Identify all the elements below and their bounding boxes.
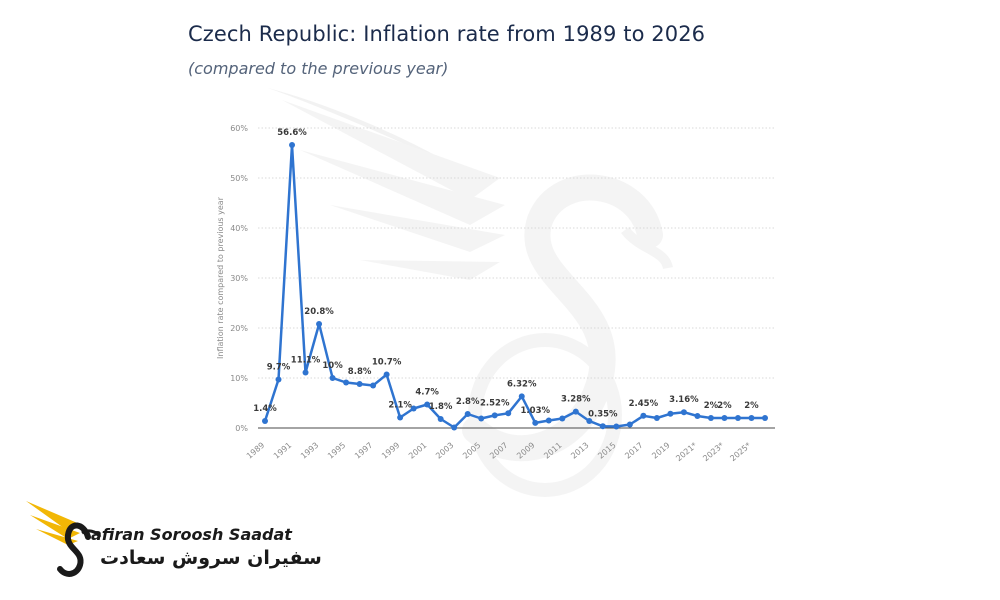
- data-label: 8.8%: [348, 367, 372, 377]
- data-point: [275, 376, 282, 383]
- x-tick-label: 2017: [623, 441, 644, 461]
- data-label: 10%: [322, 361, 343, 371]
- data-label: 2%: [717, 401, 732, 411]
- x-tick-label: 1995: [326, 441, 347, 461]
- data-label: 2.52%: [480, 398, 510, 408]
- data-point: [370, 382, 377, 389]
- data-label: 9.7%: [267, 363, 291, 373]
- data-point: [667, 410, 674, 417]
- data-point: [707, 415, 714, 421]
- x-axis: 1989 1991 1993 1995 1997 1999 2001 2003 2005 2007…: [245, 441, 753, 464]
- data-point: [762, 415, 768, 421]
- data-label: 3.16%: [669, 395, 699, 405]
- data-point: [694, 413, 701, 419]
- data-point: [478, 415, 485, 422]
- data-point: [329, 375, 336, 381]
- data-point: [613, 423, 620, 430]
- x-tick-label: 2003: [434, 441, 455, 461]
- x-tick-label: 2001: [407, 441, 428, 461]
- data-point: [302, 369, 309, 376]
- swan-watermark-icon: [268, 88, 673, 497]
- data-point: [424, 401, 431, 408]
- x-tick-label: 1989: [245, 441, 266, 461]
- data-label: 56.6%: [277, 128, 307, 138]
- data-label: 20.8%: [304, 307, 334, 317]
- data-point: [289, 142, 296, 148]
- data-label: 4.7%: [415, 388, 439, 398]
- y-tick-label: 40%: [230, 224, 248, 233]
- data-point: [262, 418, 268, 424]
- data-point: [343, 379, 350, 386]
- y-tick-label: 20%: [230, 324, 248, 333]
- y-tick-label: 10%: [230, 374, 248, 383]
- data-label: 2%: [744, 401, 759, 411]
- data-point: [748, 415, 755, 421]
- y-tick-label: 50%: [230, 174, 248, 183]
- data-label: 2.8%: [456, 397, 480, 407]
- logo-name-english: afiran Soroosh Saadat: [91, 525, 292, 544]
- x-tick-label: 1991: [272, 441, 293, 461]
- x-tick-label: 1999: [380, 441, 401, 461]
- chart-subtitle: (compared to the previous year): [188, 59, 449, 78]
- y-tick-label: 30%: [230, 274, 248, 283]
- data-label: 1.03%: [521, 406, 551, 416]
- data-point: [680, 409, 687, 416]
- y-tick-label: 0%: [235, 424, 248, 433]
- data-label: 1.8%: [429, 402, 453, 412]
- data-point: [356, 381, 363, 387]
- data-label: 11.1%: [291, 356, 321, 366]
- data-point: [464, 411, 471, 417]
- data-point: [505, 410, 512, 417]
- data-point: [586, 418, 593, 424]
- data-point: [559, 415, 566, 422]
- data-point: [451, 424, 458, 431]
- data-point: [491, 412, 498, 419]
- chart-gridlines: [258, 127, 775, 429]
- logo-name-persian: سفیران سروش سعادت: [100, 547, 322, 569]
- data-labels: 1.4% 9.7% 56.6% 11.1% 20.8% 10% 8.8%10.7% 2.1%4…: [253, 128, 759, 419]
- data-label: 2.45%: [629, 399, 659, 409]
- data-point: [572, 408, 579, 415]
- data-point: [518, 393, 525, 400]
- data-point: [640, 412, 647, 419]
- data-label: 2%: [704, 401, 719, 411]
- x-tick-label: 1993: [299, 441, 320, 461]
- swan-bird-icon: [26, 501, 102, 577]
- y-axis-label: Inflation rate compared to previous year: [216, 196, 225, 359]
- data-point: [545, 417, 552, 424]
- x-tick-label: 2023*: [701, 441, 725, 464]
- data-label: 1.4%: [253, 404, 277, 414]
- x-tick-label: 1997: [353, 441, 374, 461]
- series-line-group: [262, 142, 768, 431]
- company-logo: afiran Soroosh Saadat سفیران سروش سعادت: [22, 495, 322, 585]
- data-point: [532, 419, 539, 426]
- data-point: [626, 421, 633, 428]
- x-tick-label: 2025*: [728, 441, 752, 464]
- x-tick-label: 2021*: [674, 441, 698, 464]
- x-tick-label: 2019: [650, 441, 671, 461]
- data-point: [383, 371, 390, 378]
- data-label: 10.7%: [372, 358, 402, 368]
- data-label: 6.32%: [507, 379, 537, 389]
- y-axis: 0% 10% 20% 30% 40% 50% 60%: [230, 124, 248, 433]
- chart-title: Czech Republic: Inflation rate from 1989…: [188, 22, 706, 46]
- data-point: [316, 321, 323, 327]
- y-tick-label: 60%: [230, 124, 248, 133]
- data-point: [734, 415, 741, 421]
- data-label: 2.1%: [388, 401, 412, 411]
- data-point: [653, 415, 660, 421]
- data-label: 3.28%: [561, 395, 591, 405]
- data-point: [397, 414, 404, 421]
- data-point: [437, 416, 444, 422]
- data-label: 0.35%: [588, 409, 618, 419]
- data-point: [410, 405, 417, 412]
- data-point: [599, 423, 606, 430]
- data-point: [721, 415, 728, 421]
